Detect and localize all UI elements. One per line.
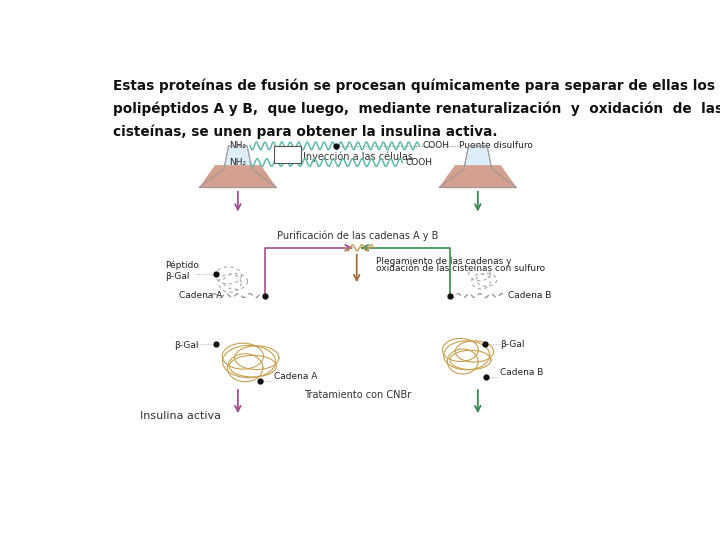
Text: Plegamiento de las cadenas y: Plegamiento de las cadenas y <box>377 256 512 266</box>
Text: Tratamiento con CNBr: Tratamiento con CNBr <box>305 390 411 400</box>
Text: Cadena B: Cadena B <box>500 368 544 377</box>
Bar <box>274 146 301 163</box>
Polygon shape <box>438 165 517 188</box>
Text: COOH: COOH <box>405 158 432 167</box>
Text: β-Gal: β-Gal <box>174 341 198 350</box>
Text: polipéptidos A y B,  que luego,  mediante renaturalización  y  oxidación  de  la: polipéptidos A y B, que luego, mediante … <box>113 102 720 116</box>
Text: Estas proteínas de fusión se procesan químicamente para separar de ellas los: Estas proteínas de fusión se procesan qu… <box>113 79 715 93</box>
Text: Cadena A: Cadena A <box>274 372 318 381</box>
Text: Cadena B: Cadena B <box>508 291 552 300</box>
Text: Inyección a las células: Inyección a las células <box>303 152 413 163</box>
Text: Insulina activa: Insulina activa <box>140 411 221 421</box>
Text: Cadena A: Cadena A <box>179 291 222 300</box>
Polygon shape <box>199 146 276 187</box>
Text: cisteínas, se unen para obtener la insulina activa.: cisteínas, se unen para obtener la insul… <box>113 125 498 139</box>
Text: Puente disulfuro: Puente disulfuro <box>459 141 534 150</box>
Text: COOH: COOH <box>422 141 449 150</box>
Text: NH₂: NH₂ <box>229 158 246 167</box>
Text: oxidación de las cisteínas con sulfuro: oxidación de las cisteínas con sulfuro <box>377 264 545 273</box>
Text: Péptido
β-Gal: Péptido β-Gal <box>166 260 199 281</box>
Text: β-Gal: β-Gal <box>500 340 525 349</box>
Polygon shape <box>199 165 277 188</box>
Polygon shape <box>439 146 516 187</box>
Text: NH₂: NH₂ <box>229 141 246 150</box>
Text: Purificación de las cadenas A y B: Purificación de las cadenas A y B <box>277 231 438 241</box>
